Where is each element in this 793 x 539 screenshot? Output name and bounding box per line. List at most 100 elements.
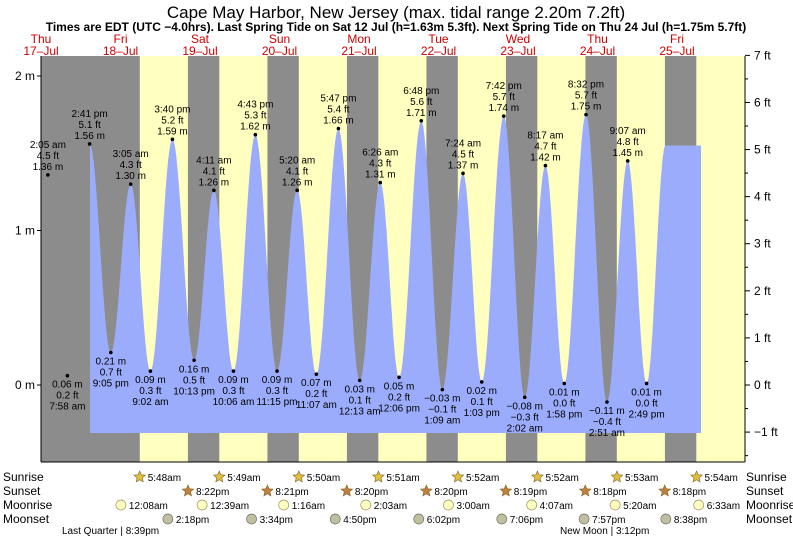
right-axis-label: 7 ft bbox=[754, 48, 771, 62]
day-name: Thu bbox=[587, 32, 608, 46]
tide-time: 9:02 am bbox=[132, 397, 168, 408]
right-axis-label: 3 ft bbox=[754, 237, 771, 251]
tide-height-ft: 0.2 ft bbox=[305, 389, 327, 400]
moonset-time: 4:50pm bbox=[343, 515, 376, 526]
tide-time: 2:51 am bbox=[589, 428, 625, 439]
axes: 2 m 1 m 0 m 7 ft 6 ft 5 ft 4 ft 3 ft 2 ft 1 ft 0 f… bbox=[15, 48, 778, 463]
moonrise-icon bbox=[526, 499, 537, 511]
moonrise-time: 6:33am bbox=[707, 501, 740, 512]
day-date: 24–Jul bbox=[580, 44, 615, 58]
tide-curve bbox=[90, 114, 701, 433]
tide-point bbox=[170, 137, 175, 142]
tide-time: 11:15 pm bbox=[257, 397, 298, 408]
sunrise-row-label-right: Sunrise bbox=[746, 470, 787, 484]
tide-point bbox=[501, 114, 506, 118]
sunrise-time: 5:52am bbox=[545, 473, 578, 484]
moonrise-time: 2:03am bbox=[374, 501, 407, 512]
right-axis-strip bbox=[737, 56, 745, 462]
sunset-time: 8:22pm bbox=[196, 487, 229, 498]
tide-time: 9:07 am bbox=[610, 126, 646, 137]
tide-point bbox=[479, 380, 484, 384]
tide-height-m: −0.03 m bbox=[424, 394, 460, 405]
tide-point bbox=[357, 378, 362, 383]
moonrise-time: 4:07am bbox=[540, 501, 573, 512]
moonset-icon bbox=[413, 513, 425, 525]
sunrise-icon bbox=[371, 470, 385, 483]
tide-point bbox=[109, 350, 113, 355]
tide-height-m: 1.74 m bbox=[488, 103, 519, 114]
tide-point bbox=[87, 142, 92, 146]
tide-height-ft: −0.1 ft bbox=[428, 405, 456, 416]
tide-height-m: 1.37 m bbox=[448, 160, 479, 171]
day-date: 22–Jul bbox=[421, 44, 456, 58]
right-axis-label: 4 ft bbox=[754, 190, 771, 204]
day-date: 25–Jul bbox=[659, 44, 694, 58]
moonrise-icon bbox=[360, 499, 372, 511]
tide-time: 1:03 pm bbox=[464, 408, 500, 419]
tide-time: 7:58 am bbox=[49, 402, 85, 413]
tide-point bbox=[605, 400, 609, 404]
tide-height-m: 1.42 m bbox=[530, 153, 561, 164]
tide-height-m: 1.45 m bbox=[612, 148, 643, 159]
moonrise-icon bbox=[196, 499, 208, 511]
tide-time: 1:09 am bbox=[424, 416, 460, 427]
sunset-icon bbox=[419, 484, 433, 497]
sunset-time: 8:20pm bbox=[355, 487, 388, 498]
moonset-icon bbox=[329, 513, 341, 525]
tide-height-ft: −0.4 ft bbox=[593, 417, 621, 428]
sunrise-icon bbox=[530, 470, 544, 483]
tide-point bbox=[46, 173, 50, 177]
moonset-time: 6:02pm bbox=[427, 515, 460, 526]
tide-height-ft: 0.1 ft bbox=[349, 395, 371, 406]
tide-time: 7:42 pm bbox=[486, 81, 522, 92]
tide-point bbox=[65, 373, 70, 378]
day-date: 21–Jul bbox=[341, 44, 376, 58]
tide-height-ft: 0.0 ft bbox=[553, 398, 575, 409]
right-axis-label: 2 ft bbox=[754, 284, 771, 298]
tide-point bbox=[253, 132, 258, 137]
tide-time: 4:43 pm bbox=[237, 100, 273, 111]
sunrise-time: 5:50am bbox=[307, 473, 340, 484]
day-date: 20–Jul bbox=[262, 44, 297, 58]
tide-height-m: 1.26 m bbox=[282, 177, 313, 188]
sunrise-icon bbox=[451, 470, 465, 483]
day-date: 19–Jul bbox=[182, 44, 217, 58]
tide-height-m: 0.21 m bbox=[96, 357, 127, 368]
moonrise-icon bbox=[278, 499, 290, 511]
tide-height-m: −0.08 m bbox=[507, 401, 543, 412]
tide-height-ft: 4.3 ft bbox=[369, 159, 391, 170]
tide-height-m: 1.56 m bbox=[74, 131, 105, 142]
moonrise-time: 3:00am bbox=[456, 501, 489, 512]
right-axis-label: 6 ft bbox=[754, 95, 771, 109]
tide-time: 10:06 am bbox=[213, 397, 255, 408]
sunset-icon bbox=[340, 484, 354, 497]
tide-time: 2:41 pm bbox=[72, 109, 108, 120]
tide-height-m: 0.09 m bbox=[135, 375, 166, 386]
moonset-row-label-left: Moonset bbox=[3, 512, 50, 526]
sunset-time: 8:18pm bbox=[673, 487, 706, 498]
sunset-time: 8:20pm bbox=[434, 487, 467, 498]
tide-time: 3:05 am bbox=[113, 149, 149, 160]
tide-time: 10:13 pm bbox=[173, 386, 215, 397]
sunrise-time: 5:51am bbox=[386, 473, 419, 484]
moonrise-row-label-right: Moonrise bbox=[746, 498, 793, 512]
tide-height-m: 1.71 m bbox=[406, 108, 437, 119]
left-axis-label: 1 m bbox=[15, 224, 35, 238]
moonset-time: 3:34pm bbox=[260, 515, 293, 526]
day-name: Sun bbox=[269, 32, 290, 46]
tide-point bbox=[543, 163, 548, 168]
sunrise-row-label-left: Sunrise bbox=[3, 470, 44, 484]
daylight-band bbox=[696, 56, 737, 462]
sunrise-time: 5:52am bbox=[466, 473, 499, 484]
day-name: Sat bbox=[191, 32, 210, 46]
right-axis-label: −1 ft bbox=[754, 425, 778, 439]
tide-height-ft: 0.5 ft bbox=[183, 375, 205, 386]
sunrise-time: 5:49am bbox=[227, 473, 260, 484]
tide-height-ft: 4.8 ft bbox=[617, 137, 639, 148]
right-axis-label: 5 ft bbox=[754, 143, 771, 157]
left-axis-label: 0 m bbox=[15, 378, 35, 392]
sunset-icon bbox=[260, 484, 274, 497]
tide-height-ft: 4.1 ft bbox=[203, 166, 225, 177]
tide-time: 5:20 am bbox=[279, 155, 315, 166]
tide-height-ft: 5.1 ft bbox=[79, 120, 101, 131]
